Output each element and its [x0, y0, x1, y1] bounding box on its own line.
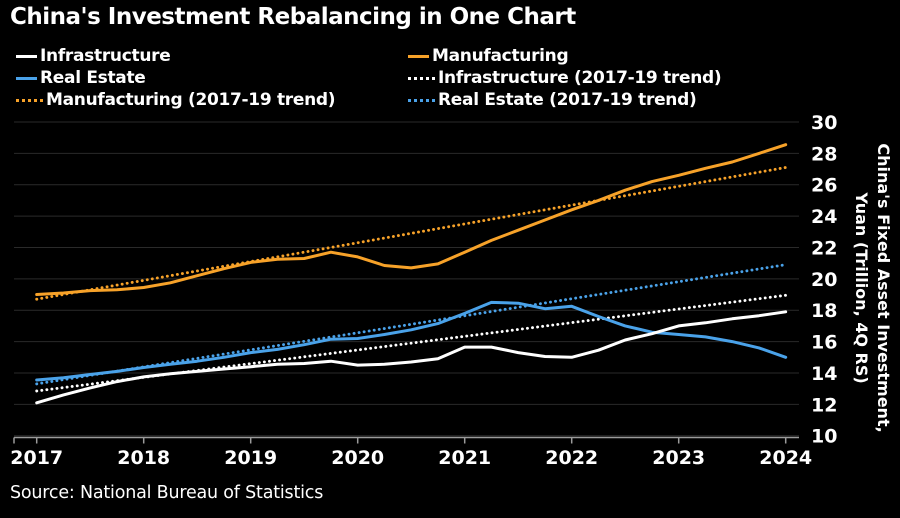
y-tick-label: 12 — [811, 394, 837, 416]
legend-item-manufacturing-trend: Manufacturing (2017-19 trend) — [16, 89, 408, 111]
series-line-manufacturing — [35, 143, 788, 296]
legend-label: Real Estate — [40, 68, 146, 88]
y-tick-label: 14 — [811, 363, 837, 385]
legend-label: Manufacturing (2017-19 trend) — [46, 90, 336, 110]
legend-swatch-dotted-icon — [16, 98, 43, 102]
legend-item-infrastructure: Infrastructure — [16, 45, 408, 67]
legend-swatch-dotted-icon — [408, 76, 435, 80]
y-tick-label: 24 — [811, 206, 837, 228]
y-tick-label: 10 — [811, 426, 837, 448]
legend-swatch-solid-icon — [16, 54, 37, 58]
legend-item-manufacturing: Manufacturing — [408, 45, 876, 67]
legend-label: Manufacturing — [432, 46, 569, 66]
legend-swatch-solid-icon — [16, 76, 37, 80]
legend-swatch-dotted-icon — [408, 98, 435, 102]
chart-title: China's Investment Rebalancing in One Ch… — [10, 4, 576, 30]
x-tick-label: 2021 — [438, 447, 491, 469]
x-tick-label: 2017 — [10, 447, 63, 469]
legend-label: Infrastructure (2017-19 trend) — [438, 68, 722, 88]
y-axis-title-line1: China's Fixed Asset Investment, — [874, 143, 893, 432]
y-tick-label: 28 — [811, 143, 837, 165]
chart-legend: Infrastructure Manufacturing Real Estate In… — [16, 45, 876, 111]
x-tick-label: 2019 — [224, 447, 277, 469]
y-tick-label: 30 — [811, 112, 837, 134]
series-line-infrastructure-trend — [35, 293, 788, 393]
legend-label: Infrastructure — [40, 46, 171, 66]
legend-label: Real Estate (2017-19 trend) — [438, 90, 697, 110]
x-tick-label: 2022 — [545, 447, 598, 469]
y-axis-title-line2: Yuan (Trillion, 4Q RS) — [852, 191, 871, 383]
series-line-real-estate — [35, 300, 788, 382]
series-line-infrastructure — [35, 310, 788, 405]
y-tick-label: 18 — [811, 300, 837, 322]
source-note: Source: National Bureau of Statistics — [10, 483, 324, 503]
x-tick-label: 2020 — [331, 447, 384, 469]
y-tick-label: 16 — [811, 332, 837, 354]
x-tick-label: 2018 — [117, 447, 170, 469]
y-tick-label: 22 — [811, 237, 837, 259]
y-tick-label: 20 — [811, 269, 837, 291]
x-tick-label: 2023 — [652, 447, 705, 469]
legend-item-real-estate: Real Estate — [16, 67, 408, 89]
legend-item-infrastructure-trend: Infrastructure (2017-19 trend) — [408, 67, 876, 89]
legend-item-real-estate-trend: Real Estate (2017-19 trend) — [408, 89, 876, 111]
y-tick-label: 26 — [811, 175, 837, 197]
legend-swatch-solid-icon — [408, 54, 429, 58]
series-line-manufacturing-trend — [35, 166, 788, 301]
x-tick-label: 2024 — [759, 447, 812, 469]
